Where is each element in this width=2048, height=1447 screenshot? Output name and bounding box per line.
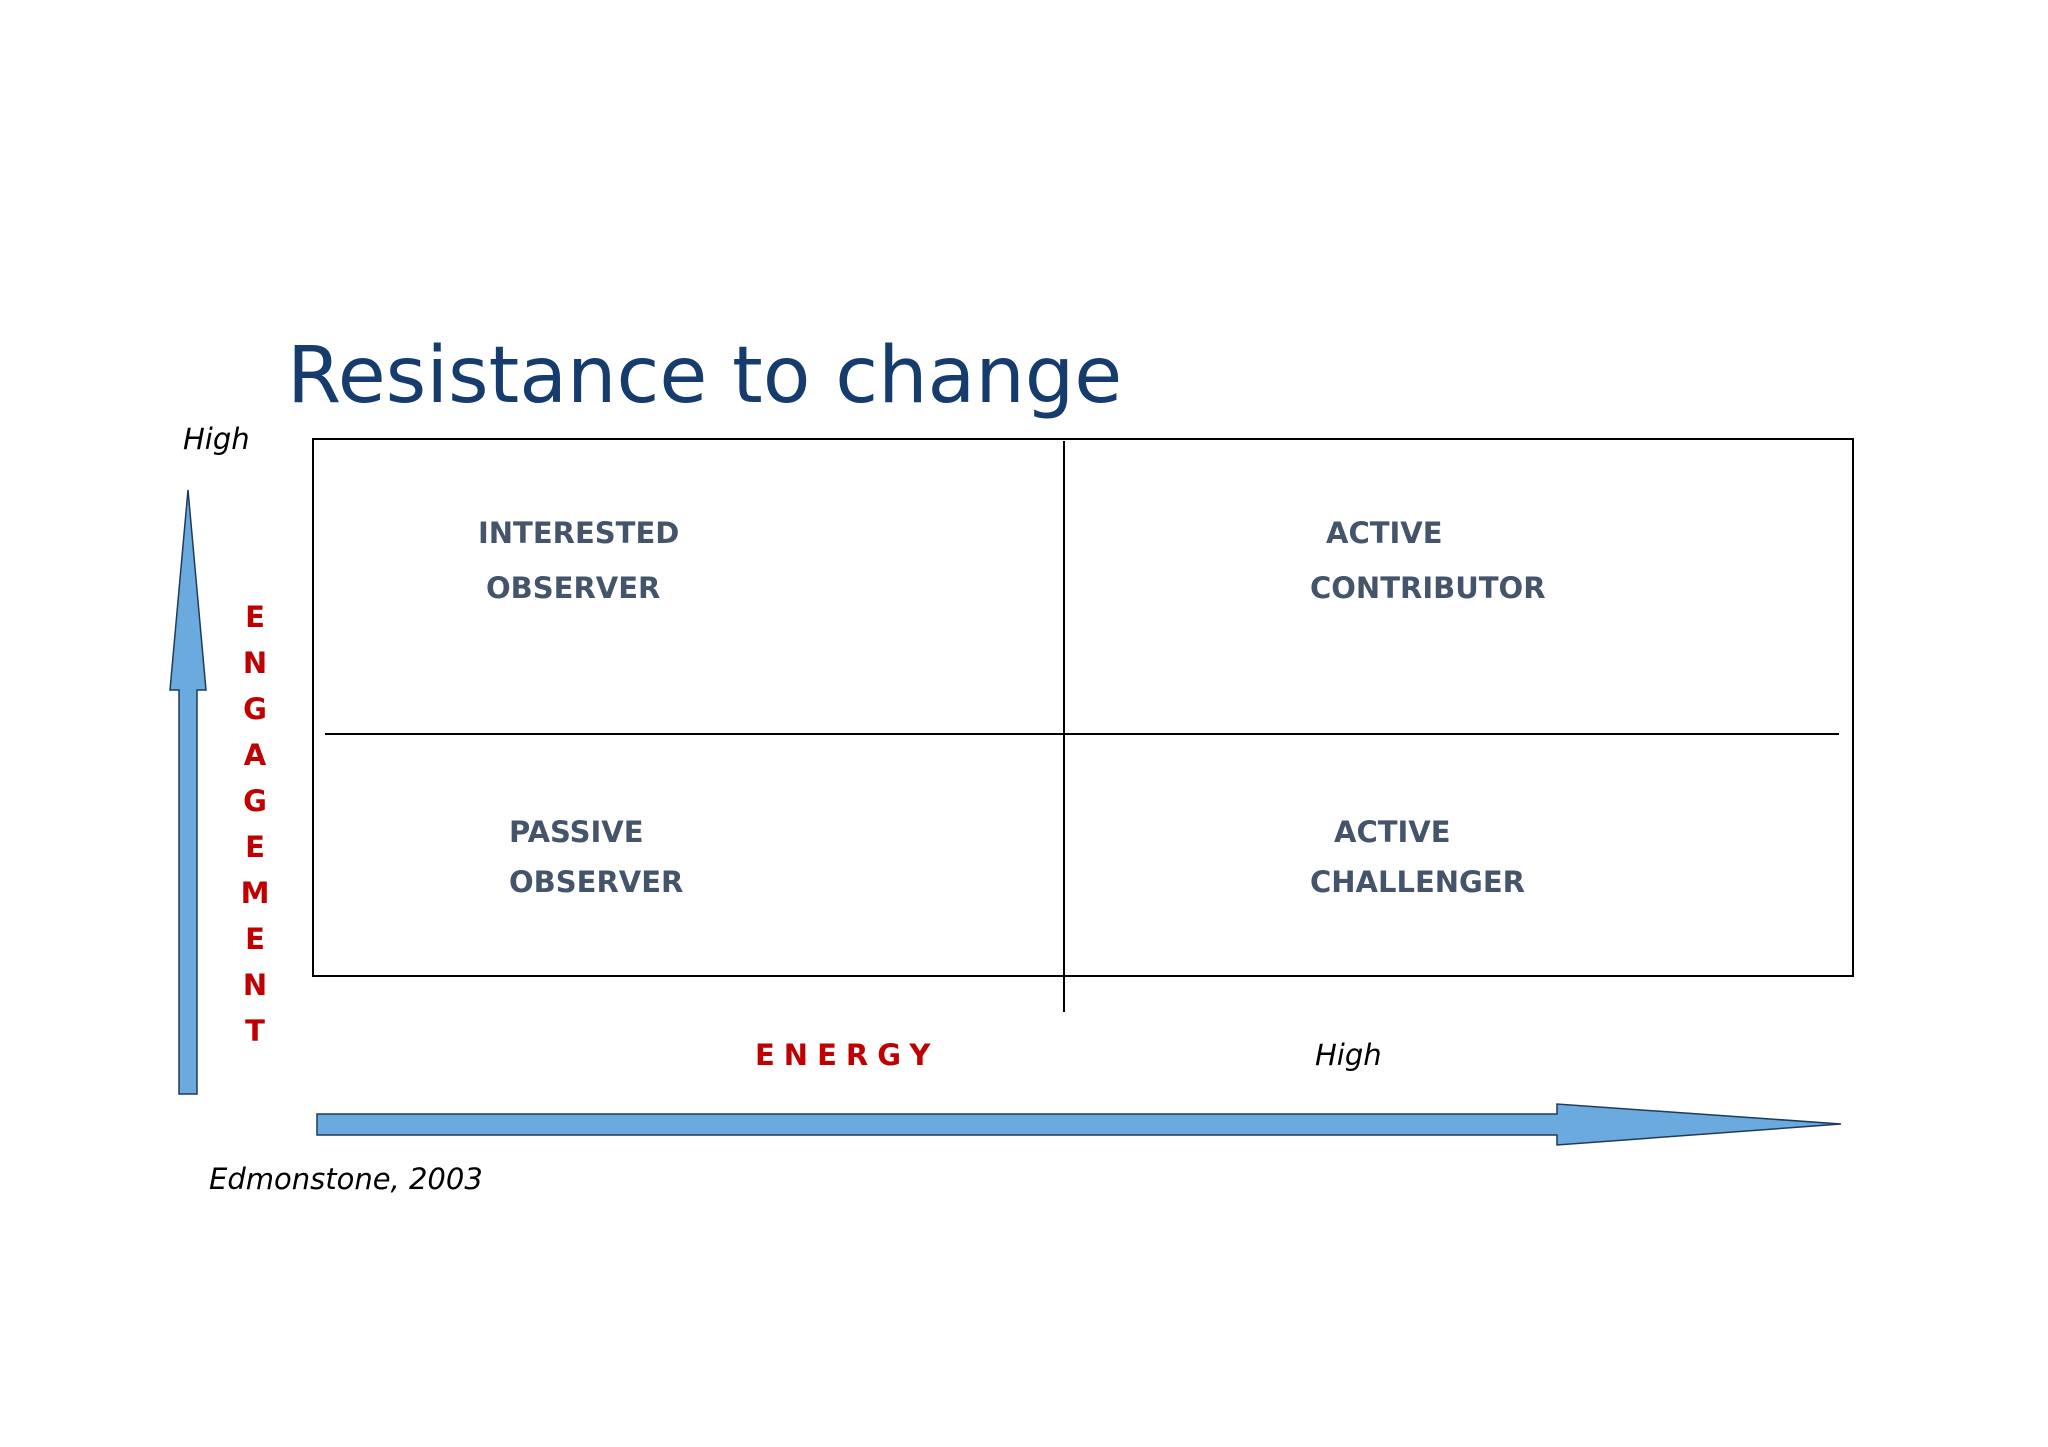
quadrant-label: ACTIVE: [1334, 815, 1451, 849]
x-axis-label: ENERGY: [755, 1038, 939, 1072]
x-axis-arrow: [316, 1103, 1842, 1146]
y-axis-label: ENGAGEMENT: [238, 600, 272, 1060]
quadrant-label: OBSERVER: [509, 865, 683, 899]
citation: Edmonstone, 2003: [209, 1162, 483, 1196]
quadrant-label: ACTIVE: [1326, 516, 1443, 550]
quadrant-label: PASSIVE: [509, 815, 644, 849]
matrix-frame: [312, 438, 1854, 977]
quadrant-label: CONTRIBUTOR: [1310, 571, 1546, 605]
y-axis-high: High: [183, 422, 250, 456]
y-axis-arrow: [169, 489, 207, 1095]
title: Resistance to change: [287, 331, 1122, 421]
x-axis-high: High: [1315, 1038, 1382, 1072]
quadrant-label: INTERESTED: [478, 516, 679, 550]
quadrant-label: CHALLENGER: [1310, 865, 1525, 899]
quadrant-label: OBSERVER: [486, 571, 660, 605]
